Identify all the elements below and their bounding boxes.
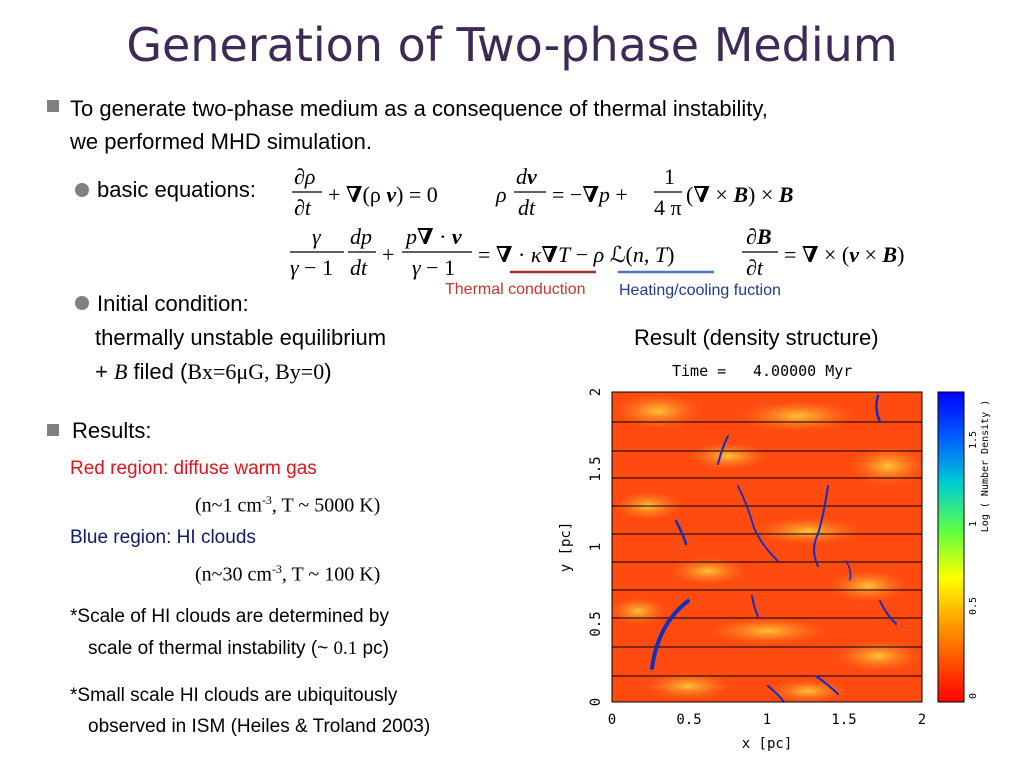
note-2-line-1: *Small scale HI clouds are ubiquitously bbox=[70, 685, 398, 706]
y-axis-label: y [pc] bbox=[558, 522, 574, 573]
svg-text:∂t: ∂t bbox=[746, 255, 764, 280]
x-axis-label: x [pc] bbox=[742, 736, 793, 752]
svg-text:γ − 1: γ − 1 bbox=[290, 255, 333, 280]
note-2-line-2: observed in ISM (Heiles & Troland 2003) bbox=[88, 716, 431, 737]
y-tick-label: 0.5 bbox=[588, 611, 604, 636]
close-paren: ) bbox=[324, 359, 332, 384]
x-tick-label: 2 bbox=[918, 712, 926, 728]
blue-region-label: Blue region: HI clouds bbox=[70, 527, 256, 548]
square-bullet-icon bbox=[47, 100, 59, 112]
x-tick-label: 0 bbox=[608, 712, 616, 728]
note-1-line-2: scale of thermal instability (~ 0.1 pc) bbox=[88, 633, 389, 665]
circle-bullet-icon bbox=[75, 183, 89, 197]
red-params-sup: -3 bbox=[261, 493, 272, 507]
colorbar bbox=[937, 391, 965, 703]
svg-text:γ: γ bbox=[312, 224, 322, 249]
time-label: Time = bbox=[672, 362, 726, 380]
time-value: 4.00000 Myr bbox=[753, 362, 852, 380]
svg-text:dt: dt bbox=[350, 255, 368, 280]
filed-text: filed ( bbox=[127, 359, 188, 384]
svg-text:= ∇ · κ∇T − ρ ℒ(n, T): = ∇ · κ∇T − ρ ℒ(n, T) bbox=[478, 242, 674, 267]
svg-text:ρ: ρ bbox=[495, 182, 507, 207]
density-figure: Time = 4.00000 Myr bbox=[558, 362, 991, 752]
svg-text:+: + bbox=[382, 242, 394, 267]
blue-region-params: (n~30 cm-3, T ~ 100 K) bbox=[195, 553, 380, 591]
heating-cooling-label: Heating/cooling fuction bbox=[619, 282, 781, 299]
red-region-params: (n~1 cm-3, T ~ 5000 K) bbox=[195, 484, 380, 522]
svg-text:4 π: 4 π bbox=[654, 195, 682, 220]
colorbar-tick-label: 1.5 bbox=[968, 431, 979, 449]
svg-text:= ∇ × (v × B): = ∇ × (v × B) bbox=[784, 242, 904, 267]
blue-params-b: , T ~ 100 K) bbox=[281, 563, 381, 586]
basic-equations-label: basic equations: bbox=[97, 177, 256, 202]
y-tick-label: 1.5 bbox=[588, 456, 604, 481]
note1-a: scale of thermal instability (~ bbox=[88, 638, 334, 659]
svg-text:dv: dv bbox=[516, 164, 537, 189]
note-1-line-1: *Scale of HI clouds are determined by bbox=[70, 606, 389, 627]
svg-text:dp: dp bbox=[350, 224, 372, 249]
blue-params-sup: -3 bbox=[271, 562, 282, 576]
intro-line-1: To generate two-phase medium as a conseq… bbox=[70, 96, 768, 121]
initial-condition-line-2: + B filed (Bx=6μG, By=0) bbox=[95, 356, 332, 388]
y-tick-label: 1 bbox=[588, 543, 604, 551]
plus-sign: + bbox=[95, 359, 114, 384]
colorbar-tick-label: 0.5 bbox=[968, 597, 979, 615]
colorbar-tick-label: 1 bbox=[968, 521, 979, 527]
svg-text:1: 1 bbox=[664, 164, 675, 189]
note1-b: pc) bbox=[357, 638, 389, 659]
svg-text:∂t: ∂t bbox=[294, 195, 312, 220]
square-bullet-icon bbox=[47, 424, 59, 436]
red-region-label: Red region: diffuse warm gas bbox=[70, 458, 317, 479]
red-params-b: , T ~ 5000 K) bbox=[271, 494, 381, 517]
initial-condition-line-1: thermally unstable equilibrium bbox=[95, 325, 387, 350]
x-tick-label: 1 bbox=[763, 712, 771, 728]
svg-text:+ ∇(ρ v) = 0: + ∇(ρ v) = 0 bbox=[328, 182, 438, 207]
blue-params-a: (n~30 cm bbox=[195, 563, 272, 586]
thermal-conduction-label: Thermal conduction bbox=[445, 281, 586, 298]
mhd-equations: ∂ρ ∂t + ∇(ρ v) = 0 ρ dv dt = −∇p + 1 4 π… bbox=[290, 164, 904, 280]
svg-text:γ − 1: γ − 1 bbox=[412, 255, 455, 280]
red-params-a: (n~1 cm bbox=[195, 494, 262, 517]
density-map bbox=[612, 392, 922, 702]
note1-val: 0.1 bbox=[333, 638, 358, 659]
initial-condition-label: Initial condition: bbox=[97, 291, 249, 316]
colorbar-tick-label: 0 bbox=[968, 693, 979, 699]
svg-text:= −∇p +: = −∇p + bbox=[552, 182, 628, 207]
circle-bullet-icon bbox=[75, 296, 89, 310]
svg-text:(∇ × B) × B: (∇ × B) × B bbox=[686, 182, 793, 207]
results-label: Results: bbox=[72, 418, 152, 443]
svg-text:dt: dt bbox=[518, 195, 536, 220]
colorbar-label: Log ( Number Density ) bbox=[980, 400, 991, 532]
y-tick-label: 0 bbox=[588, 698, 604, 706]
y-tick-label: 2 bbox=[588, 388, 604, 396]
svg-text:∂ρ: ∂ρ bbox=[294, 164, 315, 189]
field-values: Bx=6μG, By=0 bbox=[187, 359, 325, 384]
b-symbol: B bbox=[113, 359, 128, 384]
intro-line-2: we performed MHD simulation. bbox=[70, 129, 372, 154]
x-tick-label: 1.5 bbox=[831, 712, 856, 728]
x-tick-label: 0.5 bbox=[676, 712, 701, 728]
svg-text:p∇ · v: p∇ · v bbox=[404, 224, 462, 249]
figure-caption: Result (density structure) bbox=[634, 325, 879, 350]
svg-text:∂B: ∂B bbox=[746, 224, 772, 249]
slide-title: Generation of Two-phase Medium bbox=[126, 18, 898, 72]
